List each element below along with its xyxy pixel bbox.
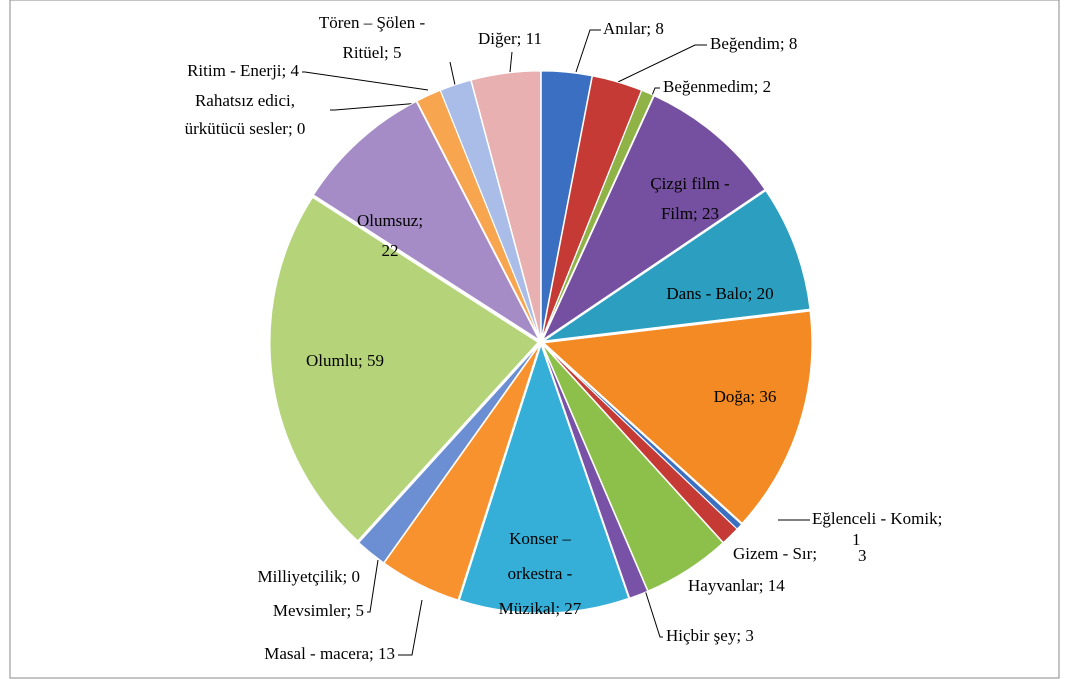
pie-slice: [458, 343, 630, 614]
data-label: Diğer; 11: [478, 29, 542, 48]
data-label: Dans - Balo; 20: [666, 284, 773, 303]
data-label: Tören – Şölen -Ritüel; 5: [319, 13, 426, 62]
data-label: Doğa; 36: [714, 387, 777, 406]
data-label: Ritim - Enerji; 4: [187, 61, 299, 80]
data-label: Mevsimler; 5: [273, 601, 364, 620]
pie-slice: [543, 190, 811, 342]
data-label: Eğlenceli - Komik; 1: [812, 509, 942, 549]
pie-slice: [541, 344, 649, 599]
pie-slice: [542, 343, 738, 544]
data-label: Rahatsız edici, ürkütücü sesler; 0: [185, 91, 306, 138]
data-label: Olumlu; 59: [306, 351, 384, 370]
data-label: Olumsuz; 22: [357, 211, 423, 260]
data-label: Konser – orkestra -Müzikal; 27: [499, 529, 582, 618]
frame: [9, 0, 1060, 679]
pie-slice: [541, 89, 655, 340]
pie-slice: [541, 95, 766, 342]
pie-slice: [540, 70, 593, 340]
data-label: Hiçbir şey; 3: [666, 626, 754, 645]
data-label: Beğenmedim; 2: [663, 77, 771, 96]
pie-slice: [383, 344, 541, 601]
data-label: Gizem - Sır; 3: [733, 544, 867, 565]
pie-slice: [470, 70, 542, 340]
data-label: Beğendim; 8: [710, 34, 797, 53]
data-label: Anılar; 8: [603, 19, 664, 38]
pie-slice: [542, 344, 724, 592]
pie-slice: [312, 100, 541, 342]
data-label: Masal - macera; 13: [264, 644, 395, 663]
data-label: Milliyetçilik; 0: [258, 567, 360, 586]
leaders: [302, 29, 810, 656]
pie-slice: [439, 79, 541, 340]
data-label: Hayvanlar; 14: [688, 576, 785, 595]
data-label: Çizgi film -Film; 23: [650, 174, 730, 223]
pie-slice: [542, 310, 813, 524]
pie-slice: [269, 196, 539, 542]
